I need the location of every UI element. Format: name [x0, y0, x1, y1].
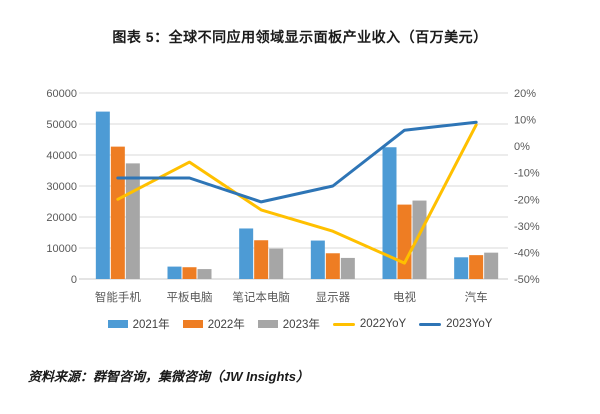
- legend-label: 2021年: [132, 319, 170, 331]
- bar-2023年-智能手机: [125, 163, 140, 279]
- legend-bar-swatch: [257, 320, 278, 328]
- bar-2021年-笔记本电脑: [239, 228, 254, 279]
- right-axis-tick-label: -50%: [514, 274, 540, 286]
- legend-line-swatch: [419, 322, 442, 326]
- right-axis-tick-label: 10%: [514, 115, 536, 127]
- left-axis-tick-label: 10000: [46, 243, 77, 255]
- category-label: 平板电脑: [167, 290, 213, 304]
- right-axis-tick-label: -30%: [514, 221, 540, 233]
- bar-2022年-平板电脑: [182, 267, 197, 279]
- yoy-line-2022YoY: [116, 123, 478, 265]
- right-axis-tick-label: 20%: [514, 88, 536, 100]
- legend-item-2023YoY: 2023YoY: [419, 318, 492, 330]
- bar-2023年-汽车: [484, 252, 499, 279]
- legend-bar-swatch: [107, 320, 128, 328]
- bar-2021年-显示器: [310, 240, 325, 279]
- bar-2022年-智能手机: [110, 146, 125, 279]
- legend-label: 2022YoY: [359, 318, 407, 330]
- left-axis-tick-label: 40000: [46, 150, 77, 162]
- right-axis-tick-label: 0%: [514, 141, 530, 153]
- bar-2023年-电视: [412, 200, 427, 279]
- right-axis-tick-label: -40%: [514, 247, 540, 259]
- yoy-line-2023YoY: [116, 120, 478, 204]
- category-label: 智能手机: [95, 290, 141, 304]
- left-axis-tick-label: 30000: [46, 181, 77, 193]
- bar-2021年-平板电脑: [167, 266, 182, 279]
- bar-2022年-笔记本电脑: [254, 240, 269, 279]
- legend-label: 2023年: [282, 319, 320, 331]
- chart-legend: 2021年 2022年 2023年 2022YoY 2023YoY: [0, 316, 600, 332]
- bar-2023年-显示器: [340, 257, 355, 279]
- bar-2023年-笔记本电脑: [269, 248, 284, 279]
- bar-2022年-汽车: [469, 255, 484, 279]
- legend-bar-swatch: [182, 320, 203, 328]
- category-label: 笔记本电脑: [232, 290, 290, 304]
- bar-2021年-智能手机: [95, 111, 110, 279]
- right-axis-tick-label: -20%: [514, 194, 540, 206]
- data-source-note: 资料来源：群智咨询，集微咨询（JW Insights）: [28, 369, 309, 384]
- left-axis-tick-label: 0: [71, 274, 77, 286]
- bar-2021年-电视: [382, 147, 397, 279]
- category-label: 汽车: [465, 290, 488, 304]
- legend-item-2022年: 2022年: [182, 316, 245, 332]
- bar-2022年-电视: [397, 204, 412, 279]
- category-label: 电视: [393, 290, 416, 304]
- legend-line-swatch: [332, 322, 355, 326]
- legend-label: 2023YoY: [446, 318, 493, 330]
- legend-item-2022YoY: 2022YoY: [332, 318, 407, 330]
- left-axis-tick-label: 60000: [46, 88, 77, 100]
- legend-item-2023年: 2023年: [257, 316, 320, 332]
- category-label: 显示器: [316, 291, 351, 304]
- chart-title: 图表 5：全球不同应用领域显示面板产业收入（百万美元）: [112, 29, 488, 45]
- bar-2023年-平板电脑: [197, 269, 212, 279]
- bar-2021年-汽车: [454, 257, 469, 279]
- bar-2022年-显示器: [325, 253, 340, 279]
- left-axis-tick-label: 20000: [46, 212, 77, 224]
- right-axis-tick-label: -10%: [514, 168, 540, 180]
- legend-label: 2022年: [207, 319, 245, 331]
- legend-item-2021年: 2021年: [107, 316, 170, 332]
- left-axis-tick-label: 50000: [46, 119, 77, 131]
- revenue-combo-chart: 0 10000 20000 30000 40000 50000 60000 20% 10% 0% -…: [46, 88, 540, 304]
